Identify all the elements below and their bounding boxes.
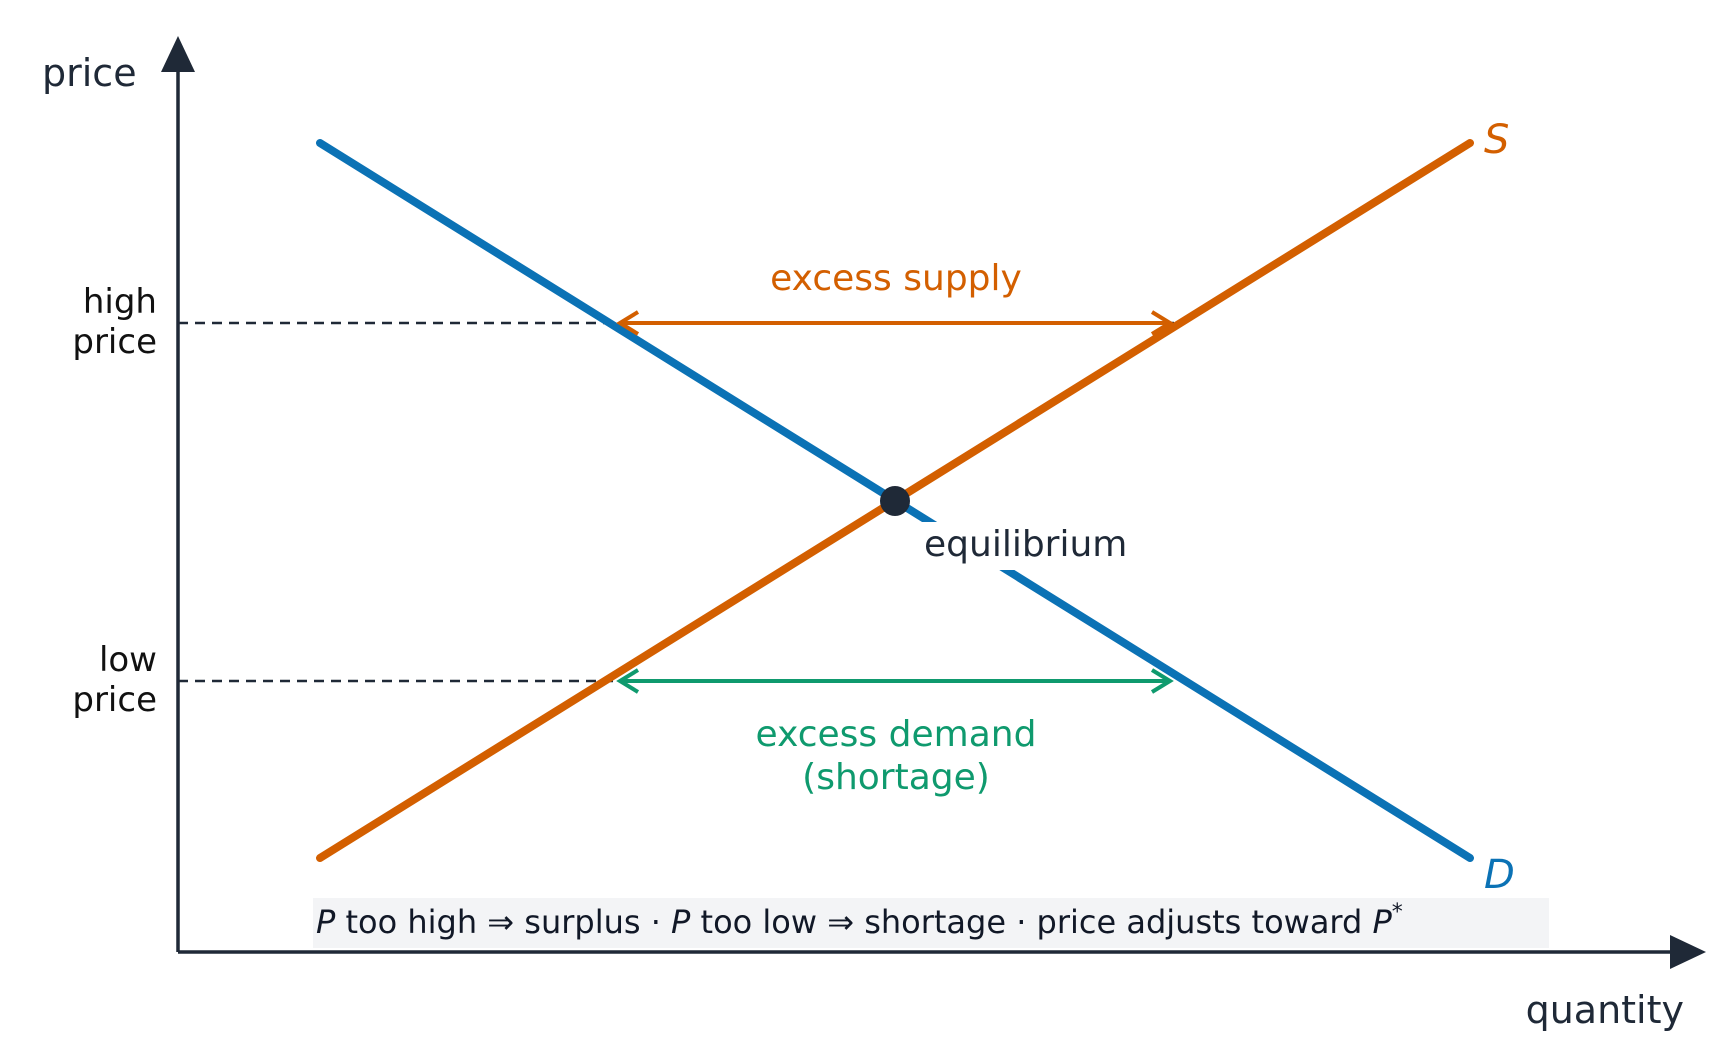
- high-price-label-line1: high: [83, 282, 157, 322]
- equilibrium-label: equilibrium: [924, 524, 1127, 565]
- demand-curve-label: D: [1484, 852, 1515, 898]
- excess-supply-label: excess supply: [770, 258, 1022, 299]
- y-axis-label: price: [42, 51, 137, 95]
- excess-demand-label-line2: (shortage): [802, 757, 990, 798]
- excess-demand-label-line1: excess demand: [756, 714, 1037, 755]
- low-price-label-line1: low: [99, 640, 157, 680]
- excess-demand-arrowhead-right: [1150, 668, 1174, 694]
- summary-note: P too high ⇒ surplus · P too low ⇒ short…: [316, 900, 1403, 941]
- high-price-label-line2: price: [72, 322, 157, 362]
- excess-supply-arrowhead-left: [616, 310, 640, 336]
- excess-supply-arrowhead-right: [1150, 310, 1174, 336]
- excess-demand-arrowhead-left: [616, 668, 640, 694]
- x-axis-arrowhead: [1670, 935, 1706, 969]
- low-price-label-line2: price: [72, 680, 157, 720]
- equilibrium-point: [880, 486, 910, 516]
- equilibrium-label-backdrop: [920, 522, 1132, 570]
- x-axis-label: quantity: [1526, 988, 1684, 1032]
- summary-note-box: [313, 898, 1549, 948]
- y-axis-arrowhead: [161, 36, 195, 72]
- supply-curve-label: S: [1484, 117, 1509, 163]
